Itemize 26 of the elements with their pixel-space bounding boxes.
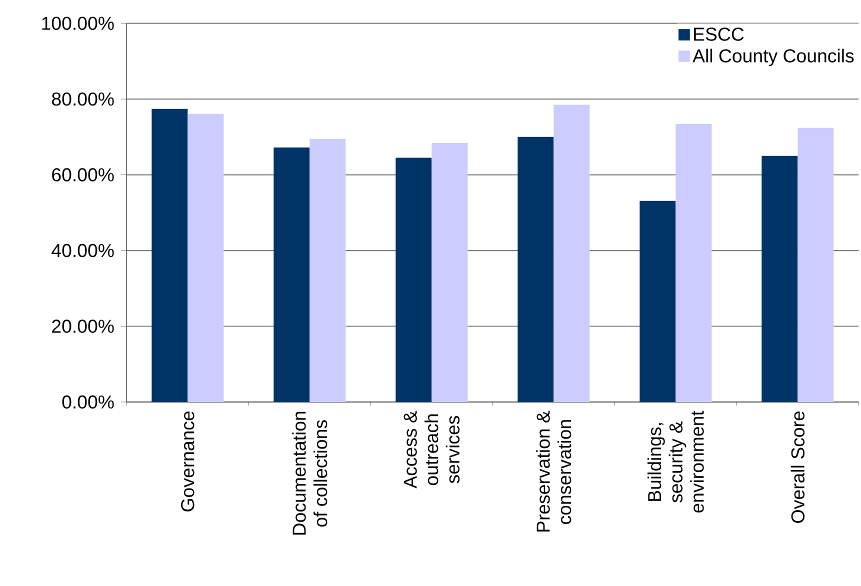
legend-label: ESCC [694,28,744,41]
x-tick-label: Buildings, security & environment [647,410,704,513]
y-tick-label: 40.00% [52,244,114,258]
bar [798,128,834,402]
x-tick-label: Preservation & conservation [536,410,572,532]
x-tick-label: Access & outreach services [404,410,460,488]
bar [310,138,346,402]
bar [188,114,224,402]
bar [676,124,712,402]
bar [554,104,590,402]
bar [432,142,468,402]
bar [396,158,432,402]
x-tick-label: Governance [181,411,194,512]
y-tick-label: 20.00% [52,320,114,333]
legend-label: All County Councils [692,48,854,66]
bar [152,108,188,402]
bar [518,136,554,402]
x-tick-label: Overall Score [790,411,805,523]
y-tick-label: 100.00% [42,16,114,30]
y-tick-label: 0.00% [62,395,114,409]
bar [640,200,676,402]
x-tick-label: Documentation of collections [292,412,328,535]
y-tick-label: 80.00% [52,92,114,106]
y-tick-label: 60.00% [52,168,114,182]
bar [762,156,798,402]
bar [274,148,310,402]
